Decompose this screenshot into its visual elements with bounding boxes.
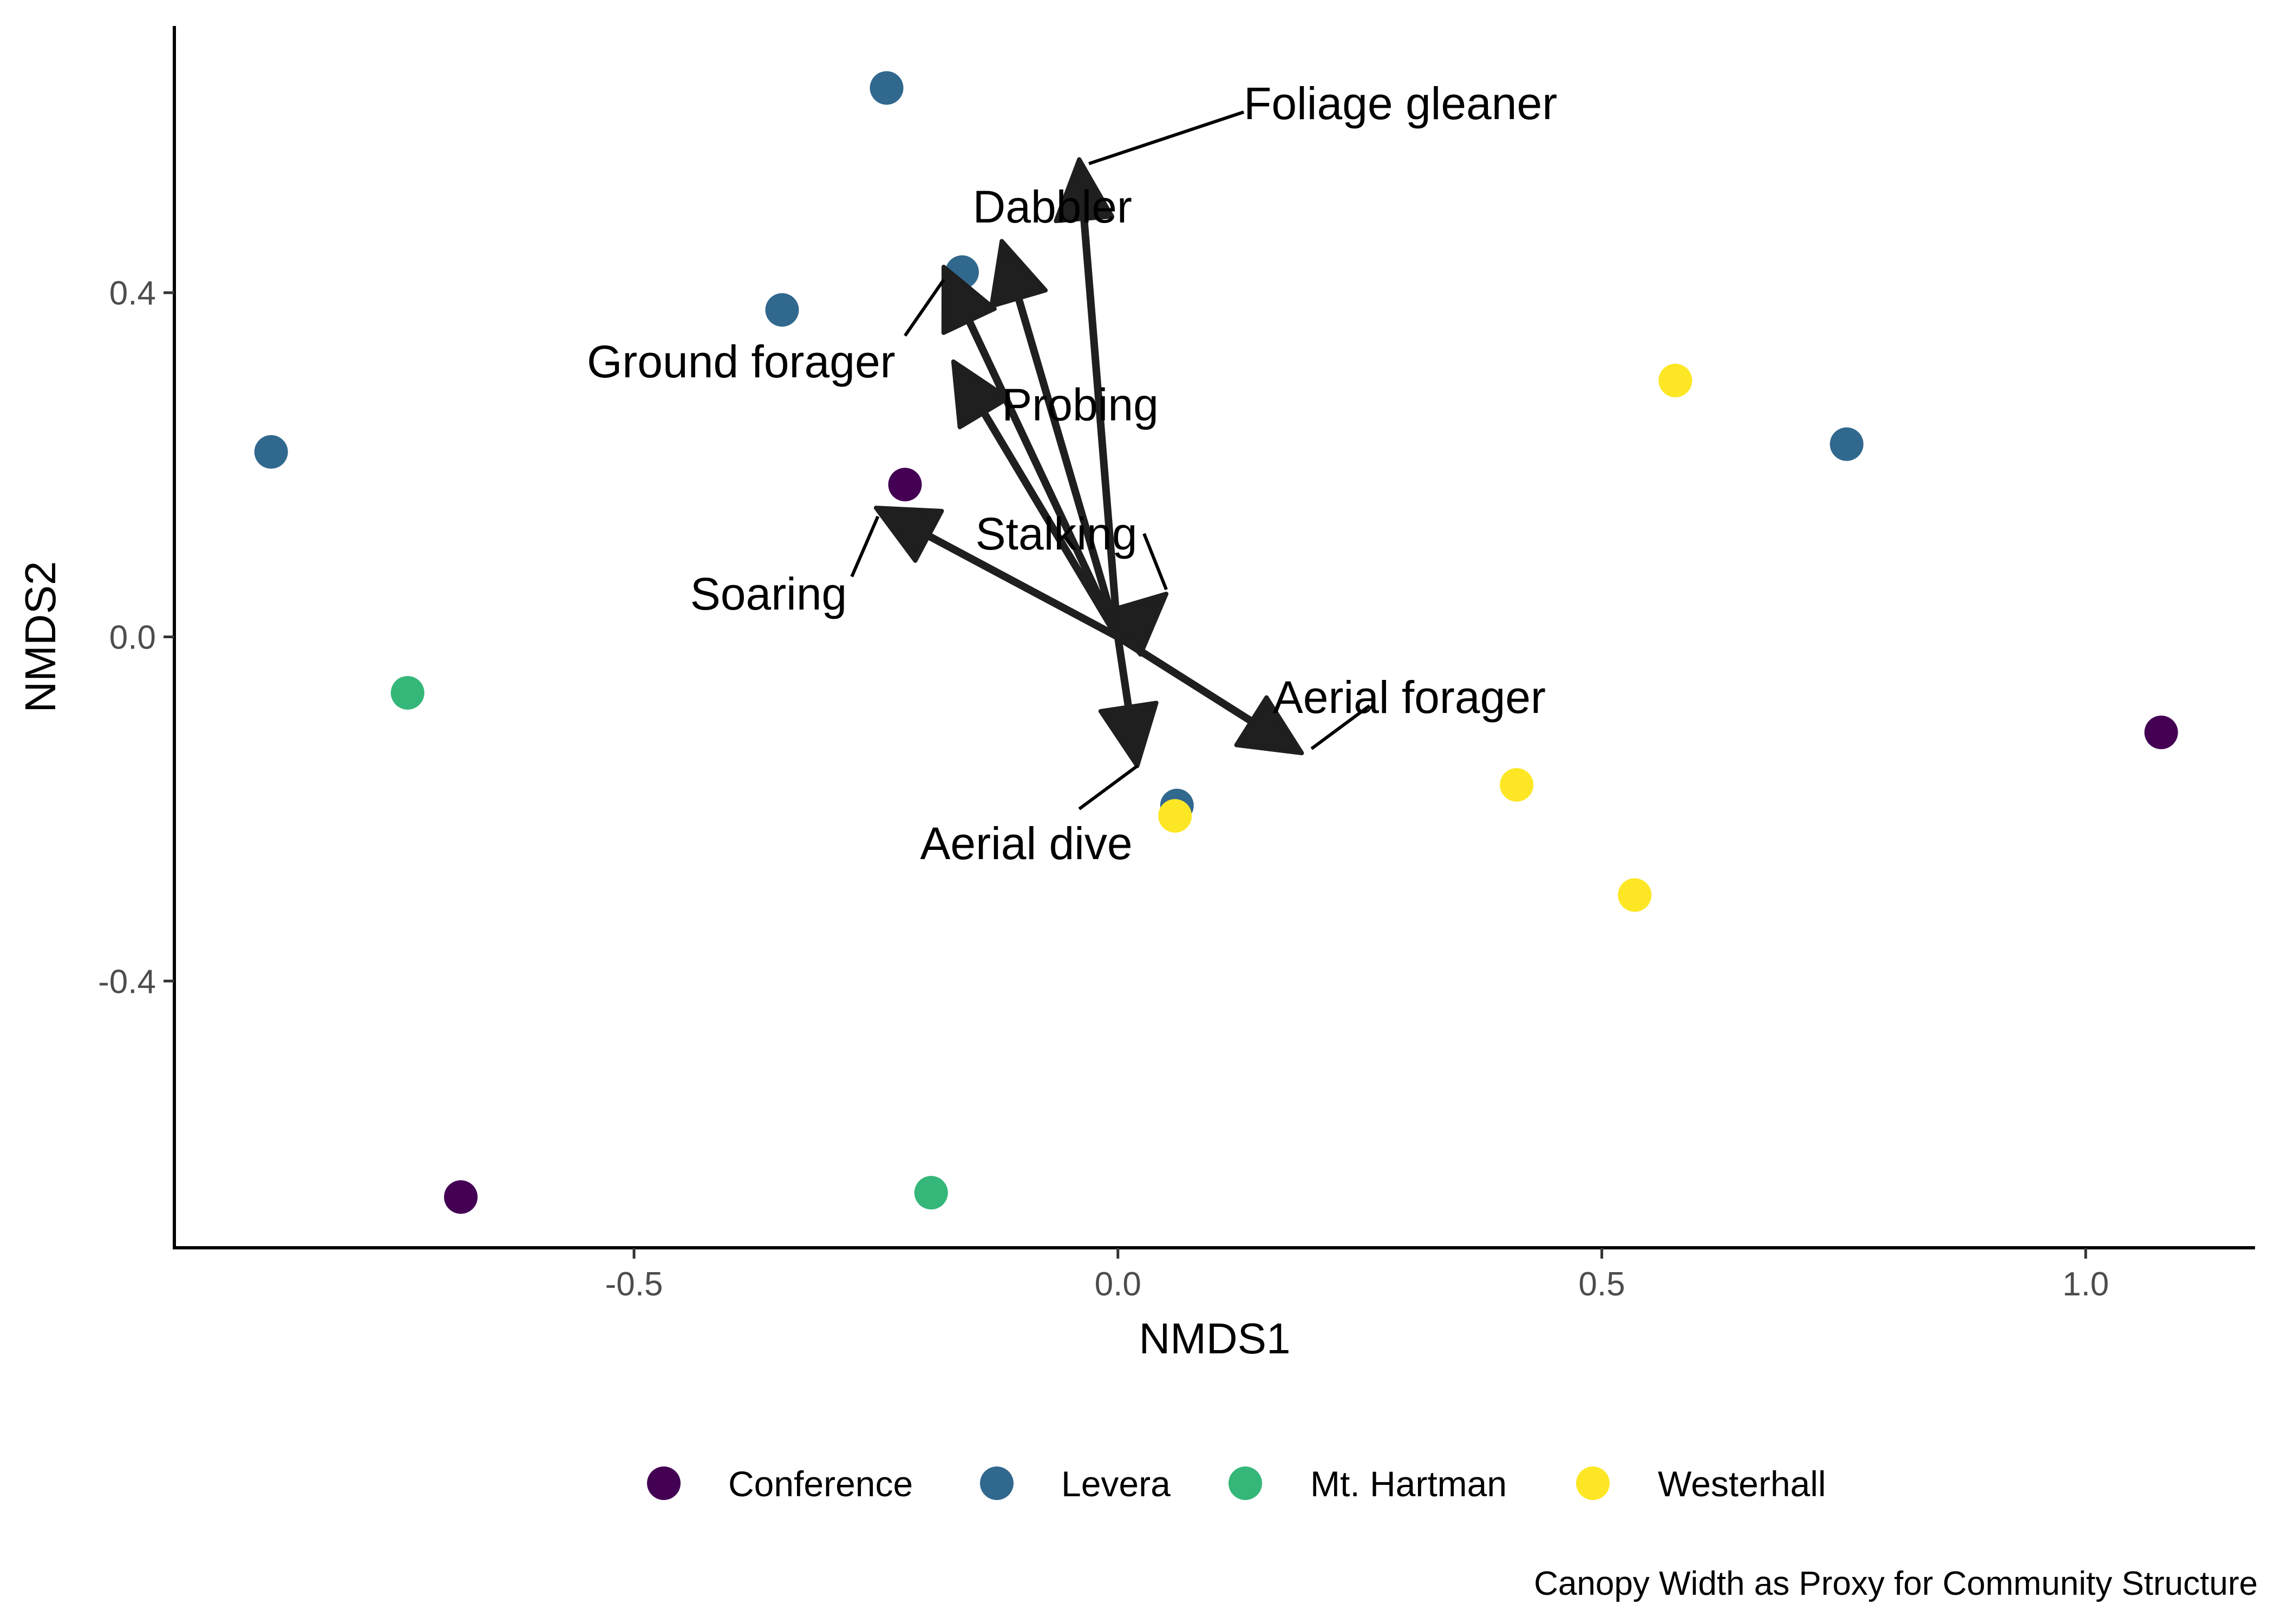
legend-swatch [980,1466,1014,1500]
vector-arrow-head [873,506,944,563]
legend-label: Conference [728,1464,913,1504]
vector-arrow-shaft [1116,633,1262,730]
vector-arrow-head [1101,592,1169,657]
data-point [1658,363,1693,397]
legend-label: Mt. Hartman [1310,1464,1507,1504]
axes: -0.5 0.0 0.5 1.0 -0.4 0.0 0.4 NMDS1 NMDS2 [16,26,2255,1363]
data-point [254,435,288,469]
vector-label-leader [850,515,880,578]
y-tick-label: -0.4 [98,963,156,1000]
vector-arrow-head [941,265,997,335]
vector-label-leader [1078,764,1139,810]
vector-arrow-head [1234,695,1304,756]
vector-label: Aerial dive [920,818,1132,869]
vector-arrow-head [1098,700,1159,768]
vector-label: Soaring [690,568,847,619]
vector-arrows [873,157,1304,768]
x-tick-label: 0.0 [1095,1266,1141,1303]
data-point [444,1180,478,1214]
data-point [1500,768,1534,802]
vector-label-leader [1142,533,1168,591]
chart-caption: Canopy Width as Proxy for Community Stru… [1534,1565,2258,1602]
legend: Conference Levera Mt. Hartman Westerhall [647,1464,1826,1504]
data-point [1618,878,1652,912]
vector-arrow-shaft [919,528,1120,640]
data-point [2144,715,2178,749]
legend-swatch [1229,1466,1262,1500]
x-tick-label: 1.0 [2062,1266,2109,1303]
vector-label-leader [1310,704,1371,750]
legend-label: Levera [1061,1464,1171,1504]
y-axis-title: NMDS2 [16,561,64,712]
data-point [1158,799,1192,833]
legend-label: Westerhall [1658,1464,1826,1504]
data-point [914,1176,948,1210]
vector-arrow-shaft [1012,289,1122,638]
vector-label: Dabbler [973,181,1132,232]
vector-label: Ground forager [587,336,896,387]
data-point [888,468,922,502]
vector-label: Aerial forager [1273,672,1546,723]
vector-arrow-head [989,239,1048,309]
x-tick-label: -0.5 [605,1266,663,1303]
data-point [1829,427,1864,461]
vector-label-leader [1088,110,1245,166]
vector-labels: Foliage gleaner Dabbler Ground forager Prob… [587,78,1557,869]
data-point [765,293,799,327]
x-axis-title: NMDS1 [1139,1314,1290,1363]
vector-label-leader [904,279,945,337]
vector-arrow-shaft [976,403,1121,639]
vector-label: Stalking [976,508,1138,559]
data-point [390,676,424,710]
data-point [870,71,904,105]
vector-arrow-shaft [962,311,1122,639]
vector-label: Probing [1002,379,1159,430]
legend-swatch [1576,1466,1610,1500]
legend-swatch [647,1466,681,1500]
vector-arrow-head [1054,157,1114,224]
vector-arrow-shaft [1114,636,1134,717]
vector-label: Foliage gleaner [1244,78,1557,129]
vector-arrow-head [951,359,1010,429]
y-tick-label: 0.0 [109,619,156,657]
data-points [254,71,2178,1214]
x-tick-label: 0.5 [1578,1266,1625,1303]
y-tick-label: 0.4 [109,275,156,312]
vector-arrow-shaft [1079,209,1122,638]
